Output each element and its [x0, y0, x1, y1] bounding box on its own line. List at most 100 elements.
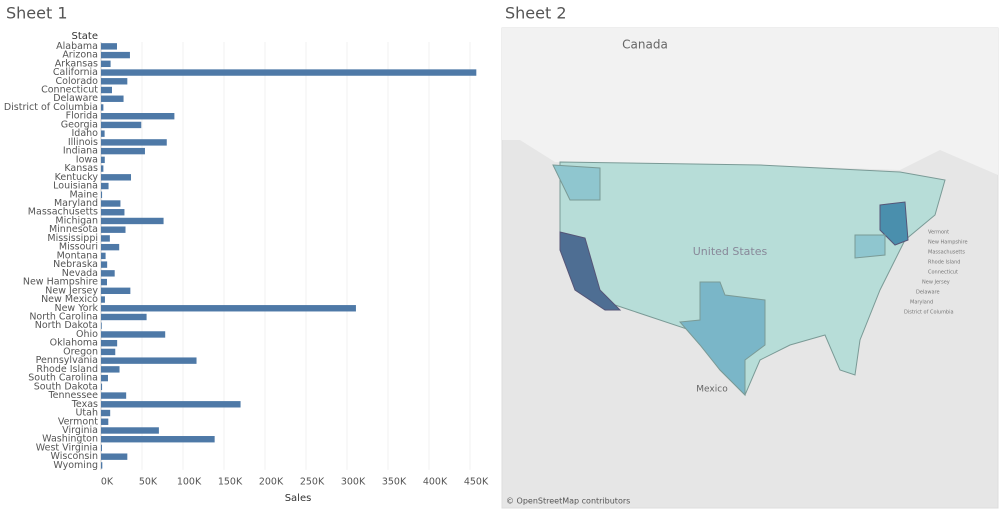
- map-label: United States: [693, 245, 768, 258]
- pennsylvania: [854, 234, 886, 259]
- y-tick-label: Pennsylvania: [36, 355, 98, 366]
- us-states: [559, 161, 946, 396]
- washington: [552, 164, 601, 201]
- bar: [101, 78, 128, 85]
- map-small-label: Delaware: [916, 290, 940, 296]
- y-tick-label: South Dakota: [34, 381, 98, 392]
- y-tick-label: Washington: [42, 434, 98, 445]
- x-tick-label: 350K: [382, 477, 407, 488]
- bar: [101, 113, 175, 120]
- y-tick-label: Maryland: [54, 198, 98, 209]
- bar: [101, 156, 105, 164]
- bar: [101, 409, 111, 417]
- y-tick-label: Arizona: [62, 50, 98, 61]
- bar: [101, 462, 103, 469]
- y-tick-label: Michigan: [55, 215, 98, 226]
- texas: [678, 281, 766, 397]
- bar: [101, 121, 142, 129]
- bar: [101, 270, 115, 277]
- x-tick-label: 200K: [259, 477, 284, 488]
- map-small-label: Connecticut: [928, 270, 958, 276]
- map-small-label: Maryland: [910, 300, 933, 306]
- bar: [101, 444, 102, 452]
- bar: [101, 374, 108, 382]
- x-tick-label: 150K: [218, 477, 243, 488]
- y-tick-label: Massachusetts: [28, 207, 98, 218]
- y-tick-label: Iowa: [76, 154, 98, 165]
- bar: [101, 322, 102, 329]
- bar: [101, 383, 103, 391]
- y-tick-label: Minnesota: [49, 224, 98, 235]
- bar: [101, 331, 166, 338]
- map-small-label: New Hampshire: [928, 240, 968, 246]
- y-tick-label: Wyoming: [53, 460, 98, 471]
- y-tick-label: Georgia: [61, 119, 98, 130]
- y-tick-label: West Virginia: [36, 442, 98, 453]
- y-tick-label: North Carolina: [29, 311, 98, 322]
- bar: [101, 226, 126, 233]
- y-tick-label: South Carolina: [28, 373, 98, 384]
- y-tick-label: Mississippi: [47, 233, 98, 244]
- y-tick-label: Arkansas: [55, 58, 98, 69]
- x-axis-title: Sales: [285, 493, 312, 504]
- bar: [101, 252, 106, 260]
- bar: [101, 305, 356, 312]
- map-small-label: Massachusetts: [928, 250, 965, 256]
- y-tick-label: Wisconsin: [51, 451, 98, 462]
- x-tick-label: 50K: [139, 477, 158, 488]
- bar: [101, 165, 104, 172]
- bar: [101, 401, 241, 408]
- bar: [101, 182, 109, 190]
- sheet-title: Sheet 2: [505, 4, 567, 23]
- bar: [101, 217, 164, 225]
- bar: [101, 209, 125, 216]
- y-tick-label: District of Columbia: [4, 102, 98, 113]
- bar: [101, 235, 110, 242]
- y-tick-label: California: [53, 67, 98, 78]
- y-tick-label: Nebraska: [53, 259, 98, 270]
- bar: [101, 51, 130, 59]
- y-tick-label: New Jersey: [45, 285, 98, 296]
- bar: [101, 296, 105, 303]
- y-tick-label: Louisiana: [53, 181, 98, 192]
- new-york: [879, 201, 909, 246]
- bar: [101, 313, 147, 321]
- x-tick-label: 0K: [101, 477, 114, 488]
- y-tick-label: Delaware: [53, 93, 98, 104]
- y-tick-label: Virginia: [62, 425, 98, 436]
- y-tick-label: Idaho: [72, 128, 99, 139]
- x-tick-label: 100K: [177, 477, 202, 488]
- y-tick-label: Vermont: [58, 416, 98, 427]
- y-tick-label: Connecticut: [41, 85, 98, 96]
- y-tick-label: Utah: [75, 408, 98, 419]
- y-tick-label: Alabama: [56, 41, 98, 52]
- bar: [101, 191, 103, 198]
- map: Canada United States Mexico © OpenStreet…: [501, 27, 999, 509]
- x-tick-label: 400K: [423, 477, 448, 488]
- x-tick-label: 250K: [300, 477, 325, 488]
- x-tick-label: 300K: [341, 477, 366, 488]
- y-tick-label: Indiana: [63, 146, 98, 157]
- y-tick-label: Montana: [57, 250, 98, 261]
- y-tick-label: Maine: [69, 189, 98, 200]
- y-tick-label: Colorado: [56, 76, 99, 87]
- map-small-label: Rhode Island: [928, 260, 960, 266]
- y-tick-label: Texas: [71, 399, 98, 410]
- y-tick-label: New Mexico: [41, 294, 98, 305]
- x-tick-label: 450K: [464, 477, 489, 488]
- y-tick-label: Rhode Island: [36, 364, 98, 375]
- y-tick-label: Kentucky: [55, 172, 99, 183]
- map-label: Mexico: [696, 385, 728, 395]
- bar: [101, 366, 120, 373]
- bar: [101, 200, 121, 207]
- bar: [101, 453, 128, 460]
- y-tick-label: New Hampshire: [23, 277, 98, 288]
- bar: [101, 69, 477, 76]
- y-tick-label: Oklahoma: [50, 338, 98, 349]
- y-tick-label: Ohio: [76, 329, 98, 340]
- map-small-label: District of Columbia: [904, 310, 954, 316]
- row-header: State: [72, 31, 98, 42]
- map-attribution: © OpenStreetMap contributors: [506, 497, 630, 506]
- bar: [101, 43, 117, 50]
